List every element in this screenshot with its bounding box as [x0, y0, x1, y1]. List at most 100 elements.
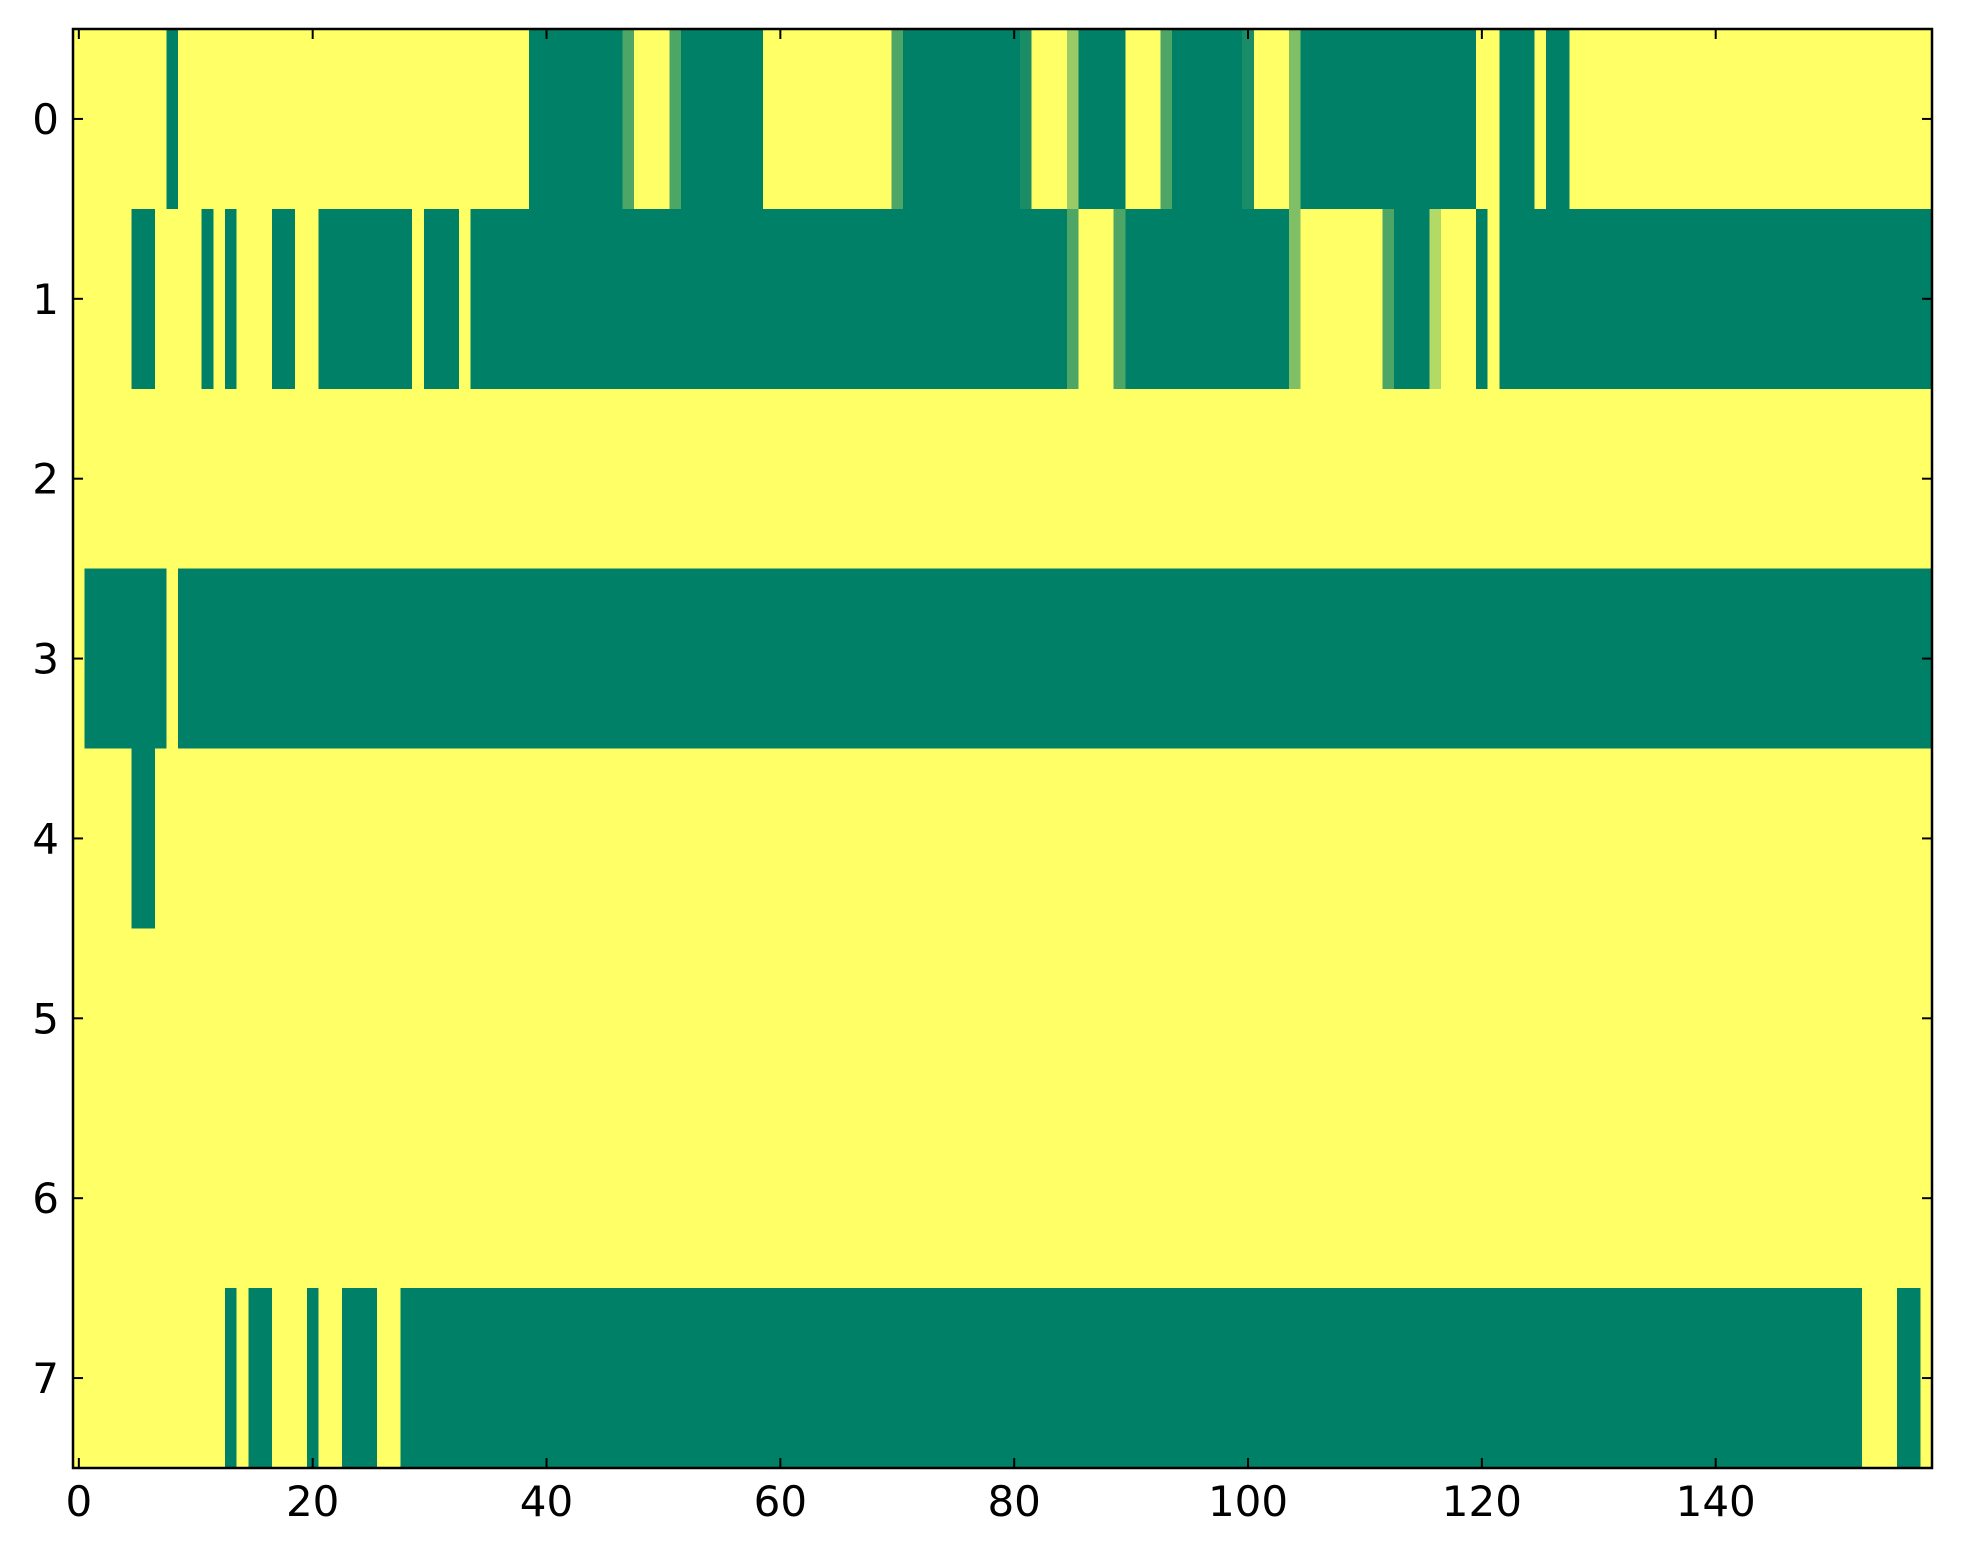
- heatmap-cell: [1885, 29, 1898, 210]
- heatmap-cell: [505, 208, 518, 390]
- heatmap-cell: [1078, 748, 1091, 929]
- heatmap-cell: [540, 568, 553, 750]
- heatmap-cell: [400, 29, 413, 210]
- y-tick-label: 7: [32, 1354, 59, 1403]
- heatmap-cell: [1511, 1108, 1524, 1289]
- heatmap-cell: [143, 208, 156, 390]
- heatmap-cell: [493, 928, 507, 1109]
- heatmap-cell: [1628, 928, 1641, 1109]
- heatmap-cell: [1277, 1108, 1290, 1289]
- heatmap-cell: [1873, 388, 1886, 570]
- heatmap-cell: [1686, 568, 1699, 750]
- heatmap-cell: [143, 748, 156, 929]
- heatmap-cell: [201, 928, 214, 1109]
- heatmap-cell: [1242, 748, 1255, 929]
- heatmap-cell: [1066, 1108, 1080, 1289]
- heatmap-cell: [996, 928, 1009, 1109]
- heatmap-cell: [669, 388, 682, 570]
- heatmap-cell: [1394, 388, 1407, 570]
- heatmap-cell: [926, 29, 939, 210]
- heatmap-cell: [1686, 748, 1699, 929]
- heatmap-cell: [458, 928, 472, 1109]
- heatmap-cell: [423, 928, 437, 1109]
- heatmap-cell: [341, 748, 355, 929]
- heatmap-cell: [1101, 388, 1115, 570]
- heatmap-cell: [984, 928, 998, 1109]
- heatmap-cell: [236, 1288, 249, 1469]
- heatmap-cell: [1136, 388, 1150, 570]
- heatmap-cell: [1230, 1288, 1243, 1469]
- heatmap-cell: [1873, 1108, 1886, 1289]
- heatmap-cell: [961, 1288, 974, 1469]
- heatmap-cell: [1335, 388, 1349, 570]
- heatmap-cell: [96, 568, 109, 750]
- heatmap-cell: [645, 568, 659, 750]
- heatmap-cell: [482, 208, 495, 390]
- heatmap-cell: [1043, 1288, 1056, 1469]
- heatmap-cell: [1324, 928, 1337, 1109]
- heatmap-cell: [1616, 388, 1629, 570]
- heatmap-cell: [318, 29, 331, 210]
- heatmap-cell: [1861, 1108, 1875, 1289]
- heatmap-cell: [166, 388, 179, 570]
- heatmap-cell: [447, 1288, 460, 1469]
- heatmap-cell: [271, 208, 285, 390]
- heatmap-cell: [821, 29, 834, 210]
- heatmap-cell: [1008, 568, 1021, 750]
- heatmap-cell: [528, 1288, 542, 1469]
- heatmap-cell: [1043, 208, 1056, 390]
- heatmap-cell: [388, 1288, 401, 1469]
- heatmap-cell: [1896, 388, 1910, 570]
- heatmap-cell: [505, 388, 518, 570]
- heatmap-cell: [610, 568, 624, 750]
- heatmap-cell: [1440, 748, 1454, 929]
- heatmap-cell: [201, 748, 214, 929]
- heatmap-cell: [1499, 748, 1512, 929]
- heatmap-cell: [599, 388, 612, 570]
- heatmap-cell: [1347, 208, 1360, 390]
- heatmap-cell: [1452, 928, 1465, 1109]
- heatmap-cell: [564, 388, 577, 570]
- heatmap-cell: [306, 928, 320, 1109]
- heatmap-cell: [1476, 29, 1489, 210]
- heatmap-cell: [1370, 928, 1384, 1109]
- heatmap-cell: [926, 748, 939, 929]
- heatmap-cell: [1417, 29, 1430, 210]
- heatmap-cell: [552, 568, 565, 750]
- heatmap-cell: [236, 29, 249, 210]
- heatmap-cell: [844, 568, 857, 750]
- heatmap-cell: [423, 29, 437, 210]
- heatmap-cell: [1020, 388, 1033, 570]
- heatmap-cell: [1183, 568, 1197, 750]
- heatmap-cell: [914, 208, 928, 390]
- heatmap-cell: [1908, 208, 1921, 390]
- heatmap-cell: [400, 928, 413, 1109]
- heatmap-cell: [1663, 388, 1676, 570]
- heatmap-cell: [1452, 568, 1465, 750]
- heatmap-cell: [1347, 748, 1360, 929]
- heatmap-cell: [1382, 29, 1395, 210]
- heatmap-cell: [131, 208, 144, 390]
- heatmap-cell: [1172, 29, 1185, 210]
- heatmap-cell: [1581, 388, 1594, 570]
- heatmap-cell: [599, 928, 612, 1109]
- y-tick-label: 5: [32, 994, 59, 1043]
- heatmap-cell: [821, 388, 834, 570]
- heatmap-cell: [1756, 928, 1769, 1109]
- heatmap-cell: [166, 928, 179, 1109]
- heatmap-cell: [1464, 208, 1477, 390]
- heatmap-cell: [552, 1108, 565, 1289]
- heatmap-cell: [1218, 568, 1232, 750]
- heatmap-cell: [645, 928, 659, 1109]
- heatmap-cell: [868, 748, 881, 929]
- heatmap-cell: [1581, 748, 1594, 929]
- heatmap-cell: [143, 29, 156, 210]
- heatmap-cell: [1534, 1288, 1547, 1469]
- heatmap-cell: [1838, 568, 1851, 750]
- heatmap-cell: [1101, 928, 1115, 1109]
- heatmap-cell: [739, 388, 752, 570]
- heatmap-cell: [1546, 1288, 1559, 1469]
- heatmap-cell: [1592, 1288, 1606, 1469]
- heatmap-cell: [1242, 1108, 1255, 1289]
- heatmap-cell: [1464, 928, 1477, 1109]
